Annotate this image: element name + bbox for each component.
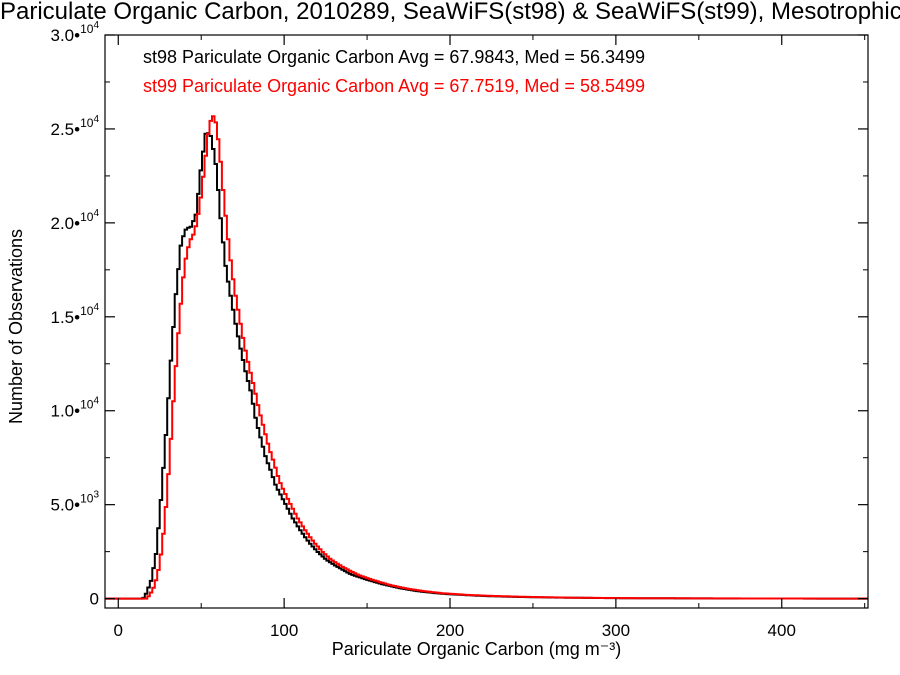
x-tick-label: 100: [270, 621, 298, 640]
plot-frame: [104, 34, 869, 609]
series-st99-line: [105, 115, 868, 600]
legend-st99: st99 Pariculate Organic Carbon Avg = 67.…: [143, 76, 645, 96]
x-tick-label: 400: [768, 621, 796, 640]
x-tick-label: 0: [114, 621, 123, 640]
series-st98-line: [105, 132, 868, 600]
y-axis-label: Number of Observations: [6, 229, 26, 424]
y-tick-label: 2.5•104: [50, 114, 99, 139]
y-tick-label: 3.0•104: [50, 20, 99, 45]
y-tick-label: 5.0•103: [50, 490, 99, 515]
y-tick-label: 1.5•104: [50, 302, 99, 327]
y-tick-label: 1.0•104: [50, 396, 99, 421]
x-tick-label: 300: [602, 621, 630, 640]
y-tick-label: 2.0•104: [50, 208, 99, 233]
legend-st98: st98 Pariculate Organic Carbon Avg = 67.…: [143, 47, 645, 67]
x-tick-label: 200: [436, 621, 464, 640]
chart-title: Pariculate Organic Carbon, 2010289, SeaW…: [0, 0, 900, 25]
y-tick-label: 0: [90, 590, 99, 609]
x-axis-label: Pariculate Organic Carbon (mg m⁻³): [332, 639, 622, 659]
